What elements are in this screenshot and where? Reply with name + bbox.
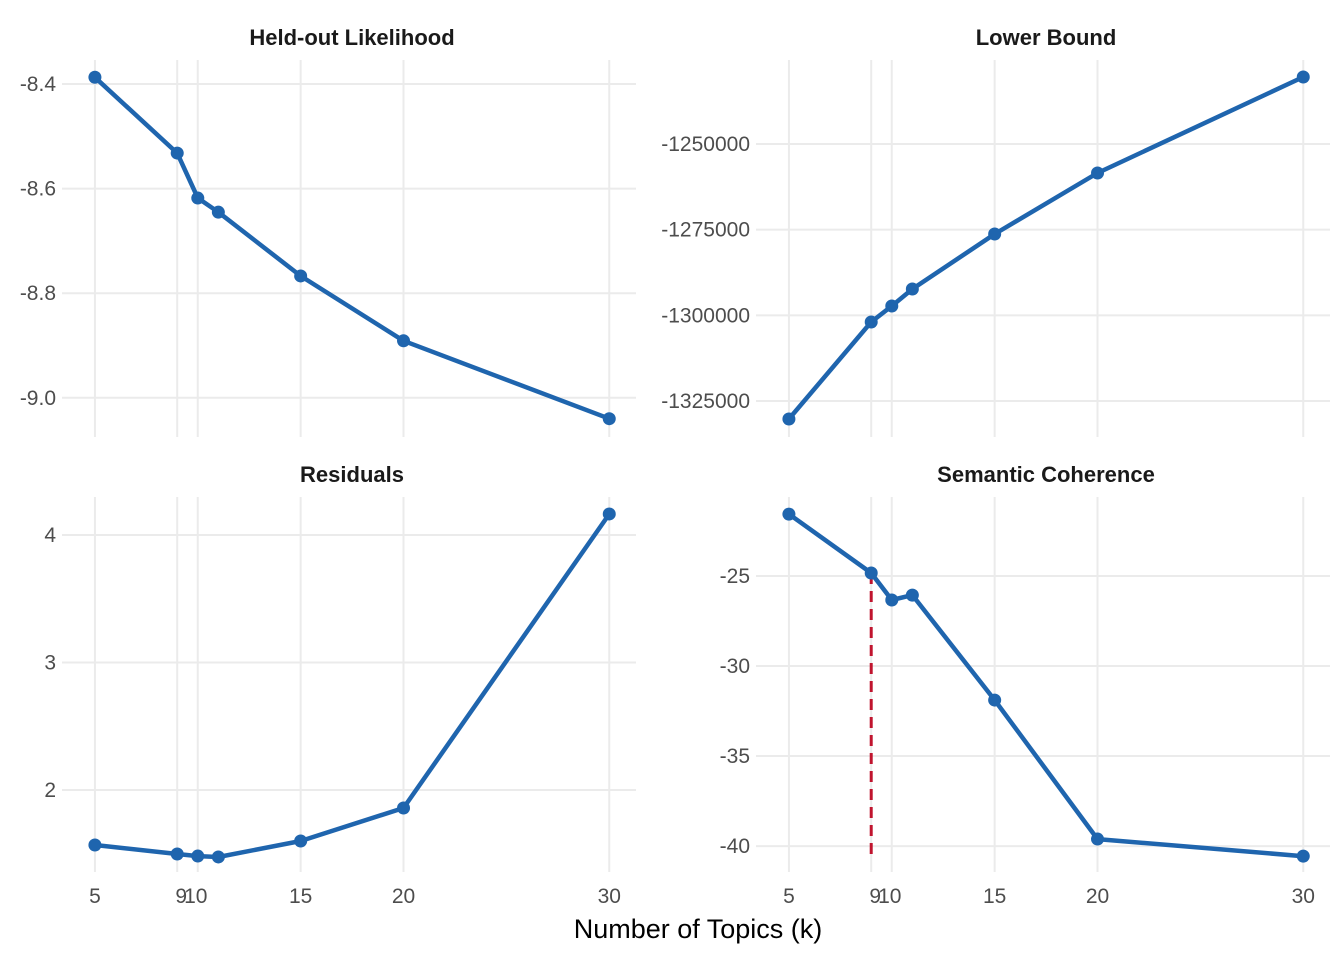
data-point	[885, 299, 899, 313]
data-point	[1296, 70, 1310, 84]
data-point	[211, 850, 225, 864]
x-tick-label: 30	[598, 885, 621, 908]
data-point	[88, 70, 102, 84]
data-point	[782, 412, 796, 426]
series-line	[94, 512, 612, 860]
data-point	[988, 693, 1002, 707]
x-tick-label: 9	[175, 885, 187, 908]
x-tick-label: 30	[1292, 885, 1315, 908]
facet-semantic-coherence: Semantic Coherence -25 -30 -35 -40 5 910 15 20 30	[720, 462, 1330, 908]
x-tick-label: 5	[89, 885, 101, 908]
y-tick-label: -8.6	[20, 178, 56, 201]
y-tick-label: -1250000	[661, 133, 750, 156]
x-tick-label: 9	[869, 885, 881, 908]
data-point	[211, 205, 225, 219]
facet-title: Lower Bound	[976, 25, 1117, 50]
series-line	[787, 512, 1304, 859]
data-point	[397, 334, 411, 348]
y-tick-label: 2	[44, 779, 56, 802]
series-line	[787, 74, 1305, 421]
data-point	[191, 849, 205, 863]
data-point	[397, 801, 411, 815]
x-tick-label: 10	[878, 885, 901, 908]
y-tick-label: -1325000	[661, 390, 750, 413]
data-point	[988, 227, 1002, 241]
data-point	[170, 847, 184, 861]
series-line	[93, 75, 611, 421]
data-point	[864, 566, 878, 580]
data-point	[88, 838, 102, 852]
y-tick-label: -30	[720, 655, 750, 678]
data-point	[885, 593, 899, 607]
y-tick-label: -8.8	[20, 282, 56, 305]
y-tick-label: -9.0	[20, 387, 56, 410]
y-tick-label: -25	[720, 565, 750, 588]
data-point	[864, 315, 878, 329]
data-point	[905, 588, 919, 602]
y-tick-label: -1300000	[661, 304, 750, 327]
x-tick-label: 20	[1086, 885, 1109, 908]
data-point	[1296, 849, 1310, 863]
data-point	[1091, 166, 1105, 180]
data-point	[602, 507, 616, 521]
x-tick-label: 15	[289, 885, 312, 908]
data-point	[602, 412, 616, 426]
facet-title: Semantic Coherence	[937, 462, 1155, 487]
data-point	[905, 282, 919, 296]
data-point	[294, 269, 308, 283]
x-tick-label: 10	[184, 885, 207, 908]
x-tick-label: 5	[783, 885, 795, 908]
y-tick-label: -35	[720, 745, 750, 768]
y-tick-label: -8.4	[20, 73, 57, 96]
x-tick-label: 20	[392, 885, 415, 908]
y-tick-label: -40	[720, 835, 750, 858]
data-point	[294, 834, 308, 848]
facet-held-out-likelihood: Held-out Likelihood -8.4 -8.6 -8.8 -9.0	[20, 25, 636, 437]
facet-title: Held-out Likelihood	[249, 25, 454, 50]
facet-title: Residuals	[300, 462, 404, 487]
facet-residuals: Residuals 4 3 2 5 910 15 20 30	[44, 462, 636, 908]
data-point	[191, 191, 205, 205]
y-tick-label: 3	[44, 652, 56, 675]
data-point	[1091, 832, 1105, 846]
x-tick-label: 15	[983, 885, 1006, 908]
y-tick-label: 4	[44, 524, 56, 547]
facet-lower-bound: Lower Bound -1250000 -1275000 -1300000 -1325…	[661, 25, 1330, 437]
x-axis-label: Number of Topics (k)	[574, 914, 823, 944]
y-tick-label: -1275000	[661, 219, 750, 242]
data-point	[170, 146, 184, 160]
data-point	[782, 507, 796, 521]
